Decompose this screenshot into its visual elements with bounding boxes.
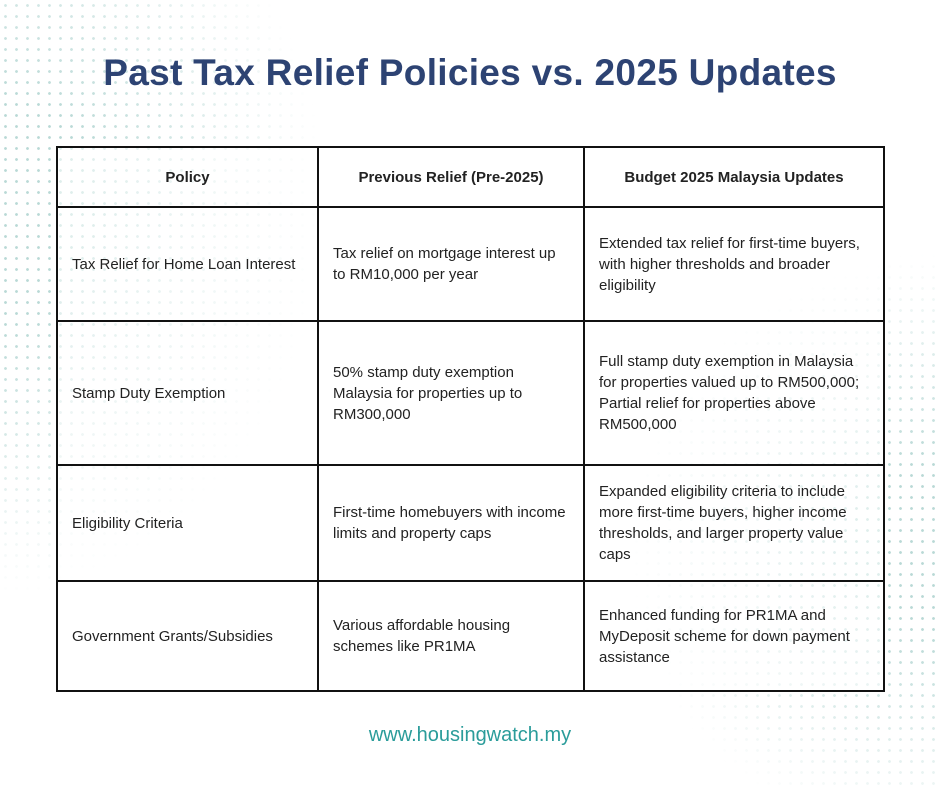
table-header-row: Policy Previous Relief (Pre-2025) Budget…	[56, 146, 885, 208]
previous-relief-cell: Tax relief on mortgage interest up to RM…	[317, 206, 585, 322]
policy-cell: Government Grants/Subsidies	[56, 580, 319, 692]
table-row: Stamp Duty Exemption 50% stamp duty exem…	[56, 320, 885, 466]
policy-cell: Tax Relief for Home Loan Interest	[56, 206, 319, 322]
website-link[interactable]: www.housingwatch.my	[368, 724, 572, 746]
table-row: Tax Relief for Home Loan Interest Tax re…	[56, 206, 885, 322]
policy-cell: Eligibility Criteria	[56, 464, 319, 582]
update-cell: Full stamp duty exemption in Malaysia fo…	[583, 320, 885, 466]
previous-relief-cell: Various affordable housing schemes like …	[317, 580, 585, 692]
table-row: Government Grants/Subsidies Various affo…	[56, 580, 885, 692]
policy-cell: Stamp Duty Exemption	[56, 320, 319, 466]
update-cell: Enhanced funding for PR1MA and MyDeposit…	[583, 580, 885, 692]
previous-relief-cell: 50% stamp duty exemption Malaysia for pr…	[317, 320, 585, 466]
page-title: Past Tax Relief Policies vs. 2025 Update…	[103, 52, 837, 93]
header-previous-relief: Previous Relief (Pre-2025)	[317, 146, 585, 208]
previous-relief-cell: First-time homebuyers with income limits…	[317, 464, 585, 582]
header-budget-2025: Budget 2025 Malaysia Updates	[583, 146, 885, 208]
header-policy: Policy	[56, 146, 319, 208]
table-row: Eligibility Criteria First-time homebuye…	[56, 464, 885, 582]
update-cell: Expanded eligibility criteria to include…	[583, 464, 885, 582]
update-cell: Extended tax relief for first-time buyer…	[583, 206, 885, 322]
comparison-table: Policy Previous Relief (Pre-2025) Budget…	[56, 146, 885, 692]
